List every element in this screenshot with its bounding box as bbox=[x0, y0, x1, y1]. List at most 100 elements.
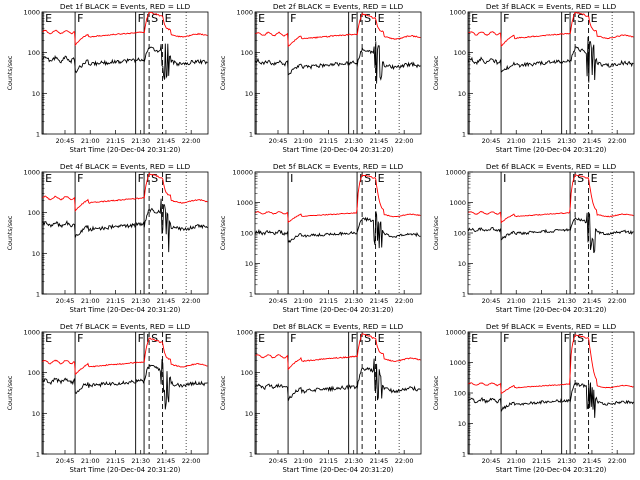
y-tick-label: 1000 bbox=[236, 329, 253, 337]
x-tick-label: 21:45 bbox=[583, 297, 602, 305]
series-line-lld bbox=[255, 174, 421, 224]
chart-title: Det 3f BLACK = Events, RED = LLD bbox=[486, 2, 617, 11]
marker-label: S bbox=[364, 12, 371, 25]
chart-svg: Det 1f BLACK = Events, RED = LLD 1 10 100 10… bbox=[7, 2, 209, 154]
marker-label: I bbox=[572, 12, 575, 25]
x-tick-label: 21:45 bbox=[157, 457, 176, 465]
y-tick-label: 1 bbox=[249, 291, 253, 299]
x-tick-label: 21:45 bbox=[583, 137, 602, 145]
series-line-events bbox=[42, 198, 208, 253]
x-axis-label: Start Time (20-Dec-04 20:31:20) bbox=[283, 146, 394, 154]
plot-frame bbox=[254, 331, 422, 455]
x-tick-label: 20:45 bbox=[482, 297, 501, 305]
y-axis-label: Counts/sec bbox=[7, 55, 14, 90]
series-line-lld bbox=[468, 173, 634, 224]
y-axis-label: Counts/sec bbox=[7, 215, 14, 250]
chart-title: Det 4f BLACK = Events, RED = LLD bbox=[60, 162, 191, 171]
marker-label: S bbox=[577, 332, 584, 345]
x-tick-label: 21:00 bbox=[507, 457, 526, 465]
marker-label: E bbox=[45, 172, 52, 185]
x-tick-label: 21:00 bbox=[507, 297, 526, 305]
marker-label: E bbox=[165, 12, 172, 25]
series-line-lld bbox=[468, 11, 634, 48]
x-tick-label: 21:30 bbox=[131, 137, 150, 145]
y-axis-label: Counts/sec bbox=[433, 215, 440, 250]
x-tick-label: 22:00 bbox=[608, 457, 627, 465]
marker-label: E bbox=[471, 12, 478, 25]
x-tick-label: 21:30 bbox=[344, 457, 363, 465]
x-tick-label: 21:00 bbox=[294, 297, 313, 305]
y-tick-label: 10 bbox=[245, 260, 253, 268]
chart-svg: Det 3f BLACK = Events, RED = LLD 1 10 100 10… bbox=[433, 2, 635, 154]
chart-svg: Det 7f BLACK = Events, RED = LLD 1 10 100 10… bbox=[7, 322, 209, 474]
y-tick-label: 1 bbox=[36, 291, 40, 299]
marker-label: S bbox=[577, 172, 584, 185]
marker-label: F bbox=[564, 332, 570, 345]
y-axis-label: Counts/sec bbox=[220, 375, 227, 410]
x-tick-label: 22:00 bbox=[608, 297, 627, 305]
marker-label: F bbox=[77, 172, 83, 185]
x-tick-label: 21:00 bbox=[81, 137, 100, 145]
series-line-lld bbox=[42, 11, 208, 47]
chart-svg: Det 6f BLACK = Events, RED = LLD 1 10 100 10… bbox=[433, 162, 635, 314]
y-tick-label: 1000 bbox=[449, 199, 466, 207]
marker-label: E bbox=[45, 12, 52, 25]
plot-frame bbox=[41, 331, 209, 455]
marker-label: I bbox=[290, 172, 293, 185]
marker-label: I bbox=[146, 332, 149, 345]
marker-label: E bbox=[258, 332, 265, 345]
chart-title: Det 6f BLACK = Events, RED = LLD bbox=[486, 162, 617, 171]
y-tick-label: 1000 bbox=[449, 9, 466, 17]
marker-label: S bbox=[151, 332, 158, 345]
y-tick-label: 1 bbox=[462, 451, 466, 459]
x-tick-label: 20:45 bbox=[56, 457, 75, 465]
x-tick-label: 21:45 bbox=[370, 457, 389, 465]
x-tick-label: 22:00 bbox=[182, 457, 201, 465]
x-tick-label: 20:45 bbox=[269, 137, 288, 145]
y-axis-label: Counts/sec bbox=[220, 215, 227, 250]
x-tick-label: 22:00 bbox=[182, 137, 201, 145]
marker-label: E bbox=[165, 332, 172, 345]
plot-frame bbox=[467, 11, 635, 135]
marker-label: E bbox=[165, 172, 172, 185]
x-tick-label: 21:00 bbox=[81, 297, 100, 305]
series-line-lld bbox=[42, 337, 208, 376]
panel-det-9f: Det 9f BLACK = Events, RED = LLD 1 10 100 10… bbox=[426, 320, 639, 480]
x-axis-label: Start Time (20-Dec-04 20:31:20) bbox=[496, 146, 607, 154]
chart-svg: Det 8f BLACK = Events, RED = LLD 1 10 100 10… bbox=[220, 322, 422, 474]
marker-label: E bbox=[591, 332, 598, 345]
series-line-events bbox=[255, 211, 421, 249]
marker-label: F bbox=[77, 12, 83, 25]
series-line-lld bbox=[255, 12, 421, 48]
y-tick-label: 10000 bbox=[445, 169, 466, 177]
x-tick-label: 20:45 bbox=[56, 297, 75, 305]
marker-label: S bbox=[577, 12, 584, 25]
y-axis-label: Counts/sec bbox=[433, 55, 440, 90]
chart-title: Det 8f BLACK = Events, RED = LLD bbox=[273, 322, 404, 331]
marker-label: E bbox=[258, 12, 265, 25]
plot-frame bbox=[254, 171, 422, 295]
series-line-lld bbox=[42, 172, 208, 212]
y-tick-label: 1 bbox=[36, 451, 40, 459]
x-tick-label: 20:45 bbox=[482, 457, 501, 465]
x-tick-label: 21:30 bbox=[131, 297, 150, 305]
series-line-events bbox=[255, 41, 421, 84]
x-tick-label: 22:00 bbox=[608, 137, 627, 145]
panel-det-1f: Det 1f BLACK = Events, RED = LLD 1 10 100 10… bbox=[0, 0, 213, 160]
x-tick-label: 21:30 bbox=[557, 457, 576, 465]
x-tick-label: 21:30 bbox=[131, 457, 150, 465]
y-tick-label: 100 bbox=[454, 49, 466, 57]
chart-title: Det 9f BLACK = Events, RED = LLD bbox=[486, 322, 617, 331]
x-tick-label: 21:15 bbox=[532, 137, 551, 145]
x-tick-label: 20:45 bbox=[56, 137, 75, 145]
x-tick-label: 21:15 bbox=[532, 297, 551, 305]
y-tick-label: 1000 bbox=[23, 329, 40, 337]
y-tick-label: 100 bbox=[241, 369, 253, 377]
x-tick-label: 22:00 bbox=[395, 457, 414, 465]
x-tick-label: 21:45 bbox=[583, 457, 602, 465]
x-tick-label: 21:15 bbox=[106, 137, 125, 145]
y-tick-label: 1000 bbox=[236, 9, 253, 17]
marker-label: S bbox=[151, 12, 158, 25]
marker-label: F bbox=[138, 172, 144, 185]
x-tick-label: 21:15 bbox=[532, 457, 551, 465]
